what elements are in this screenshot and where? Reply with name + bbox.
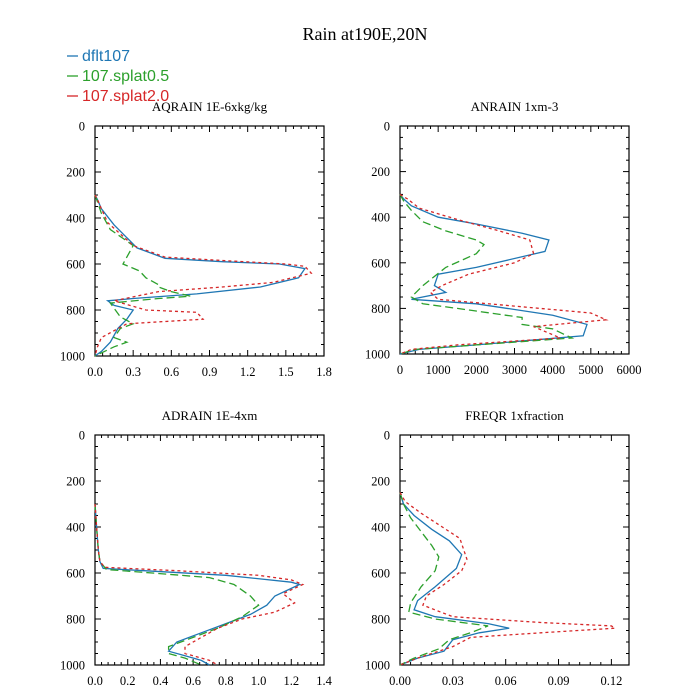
y-tick-label: 1000	[60, 659, 85, 673]
x-tick-label: 1000	[426, 363, 451, 377]
series-line-107-splat0-5	[94, 503, 260, 666]
x-tick-label: 5000	[578, 363, 603, 377]
y-tick-label: 0	[79, 120, 85, 134]
x-tick-label: 0.12	[600, 674, 622, 688]
y-tick-label: 200	[371, 475, 390, 489]
y-tick-label: 800	[371, 613, 390, 627]
y-tick-label: 400	[66, 212, 85, 226]
figure-title: Rain at190E,20N	[303, 24, 428, 44]
x-tick-label: 1.2	[283, 674, 299, 688]
series-line-107-splat2-0	[399, 193, 609, 355]
legend-entry: 107.splat2.0	[82, 88, 169, 105]
y-tick-label: 200	[66, 475, 85, 489]
series-line-107-splat2-0	[94, 503, 305, 666]
series-line-107-splat0-5	[94, 194, 191, 357]
x-tick-label: 0.09	[548, 674, 570, 688]
x-tick-label: 0.3	[125, 365, 141, 379]
y-tick-label: 0	[384, 429, 390, 443]
y-tick-label: 800	[371, 302, 390, 316]
x-tick-label: 0.8	[218, 674, 234, 688]
legend: dflt107 107.splat0.5 107.splat2.0	[67, 48, 169, 105]
y-tick-label: 800	[66, 304, 85, 318]
series-line-107-splat2-0	[94, 194, 313, 357]
x-tick-label: 0.03	[442, 674, 464, 688]
series-line-dflt107	[399, 193, 588, 355]
legend-entry: 107.splat0.5	[82, 68, 169, 85]
x-tick-label: 0.00	[389, 674, 411, 688]
series-line-107-splat0-5	[399, 492, 489, 666]
y-tick-label: 1000	[365, 659, 390, 673]
x-tick-label: 0.0	[87, 674, 103, 688]
x-tick-label: 1.4	[316, 674, 332, 688]
panel-title: ANRAIN 1xm-3	[471, 99, 559, 114]
series-line-dflt107	[94, 194, 307, 357]
series-line-107-splat0-5	[399, 194, 575, 355]
y-tick-label: 400	[371, 521, 390, 535]
x-tick-label: 3000	[502, 363, 527, 377]
panel-title: AQRAIN 1E-6xkg/kg	[152, 99, 268, 114]
series-line-dflt107	[399, 492, 510, 666]
x-tick-label: 1.5	[278, 365, 294, 379]
series-line-107-splat2-0	[399, 492, 617, 666]
y-tick-label: 600	[66, 258, 85, 272]
x-tick-label: 0.6	[164, 365, 180, 379]
y-tick-label: 600	[371, 567, 390, 581]
y-tick-label: 200	[66, 166, 85, 180]
y-tick-label: 400	[66, 521, 85, 535]
y-tick-label: 1000	[365, 348, 390, 362]
series-line-dflt107	[94, 503, 302, 666]
x-tick-label: 2000	[464, 363, 489, 377]
x-tick-label: 0.9	[202, 365, 218, 379]
x-tick-label: 0.06	[495, 674, 517, 688]
x-tick-label: 0.4	[153, 674, 169, 688]
y-tick-label: 1000	[60, 350, 85, 364]
x-tick-label: 0.6	[185, 674, 201, 688]
x-tick-label: 1.8	[316, 365, 332, 379]
plot-frame	[94, 434, 325, 666]
x-tick-label: 4000	[540, 363, 565, 377]
y-tick-label: 800	[66, 613, 85, 627]
y-tick-label: 0	[79, 429, 85, 443]
legend-entry: dflt107	[82, 48, 130, 65]
panel-title: FREQR 1xfraction	[465, 408, 564, 423]
y-tick-label: 600	[66, 567, 85, 581]
x-tick-label: 0.2	[120, 674, 136, 688]
x-tick-label: 1.2	[240, 365, 256, 379]
chart-panel-2: ANRAIN 1xm-3 0 200 400 600 800 1000 0 1000 2000 30…	[365, 99, 642, 377]
y-tick-label: 200	[371, 165, 390, 179]
y-tick-label: 0	[384, 120, 390, 134]
plot-frame	[399, 125, 630, 355]
x-tick-label: 0	[397, 363, 403, 377]
x-tick-label: 6000	[617, 363, 642, 377]
panel-title: ADRAIN 1E-4xm	[162, 408, 258, 423]
x-tick-label: 0.0	[87, 365, 103, 379]
y-tick-label: 600	[371, 256, 390, 270]
y-tick-label: 400	[371, 211, 390, 225]
x-tick-label: 1.0	[251, 674, 267, 688]
